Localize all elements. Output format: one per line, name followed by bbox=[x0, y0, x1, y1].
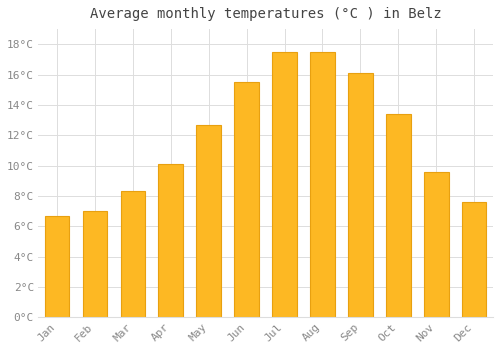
Bar bbox=[44, 216, 70, 317]
Bar bbox=[348, 73, 372, 317]
Bar bbox=[386, 114, 410, 317]
Bar bbox=[120, 191, 145, 317]
Bar bbox=[272, 52, 297, 317]
Bar bbox=[462, 202, 486, 317]
Bar bbox=[82, 211, 108, 317]
Bar bbox=[234, 82, 259, 317]
Bar bbox=[424, 172, 448, 317]
Bar bbox=[158, 164, 183, 317]
Bar bbox=[310, 52, 335, 317]
Title: Average monthly temperatures (°C ) in Belz: Average monthly temperatures (°C ) in Be… bbox=[90, 7, 442, 21]
Bar bbox=[196, 125, 221, 317]
